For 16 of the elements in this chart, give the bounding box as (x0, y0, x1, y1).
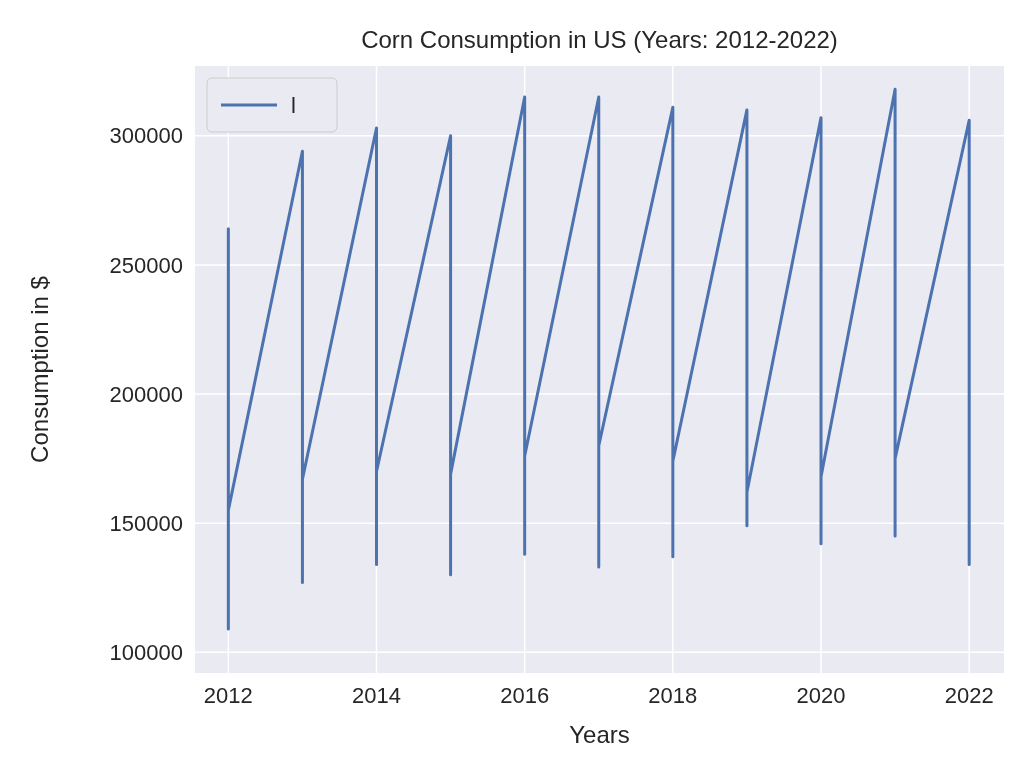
x-tick-label: 2022 (944, 683, 994, 708)
x-axis-title: Years (569, 721, 630, 748)
x-tick-label: 2020 (796, 683, 846, 708)
y-tick-label: 200000 (109, 381, 183, 407)
line-series (226, 87, 971, 631)
chart-title: Corn Consumption in US (Years: 2012-2022) (361, 26, 838, 53)
y-tick-label: 250000 (109, 252, 183, 278)
x-tick-label: 2018 (648, 683, 698, 708)
x-tick-label: 2014 (352, 683, 401, 708)
y-tick-label: 150000 (109, 510, 183, 536)
y-tick-label: 300000 (109, 123, 183, 149)
y-tick-label: 100000 (109, 640, 183, 666)
y-axis-title: Consumption in $ (26, 276, 53, 463)
x-tick-label: 2012 (203, 683, 253, 708)
x-tick-label: 2016 (500, 683, 550, 708)
legend-label: l (291, 92, 296, 118)
